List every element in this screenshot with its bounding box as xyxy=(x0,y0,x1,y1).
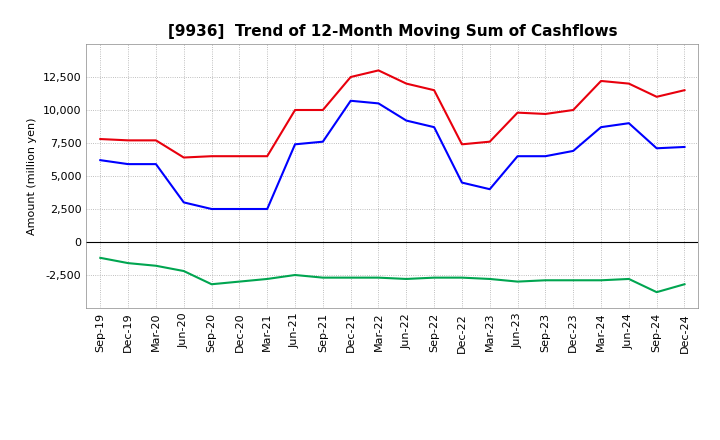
Free Cashflow xyxy=(624,121,633,126)
Free Cashflow xyxy=(402,118,410,123)
Investing Cashflow xyxy=(96,255,104,260)
Operating Cashflow xyxy=(291,107,300,113)
Free Cashflow xyxy=(207,206,216,212)
Investing Cashflow xyxy=(541,278,550,283)
Operating Cashflow xyxy=(374,68,383,73)
Free Cashflow xyxy=(652,146,661,151)
Y-axis label: Amount (million yen): Amount (million yen) xyxy=(27,117,37,235)
Title: [9936]  Trend of 12-Month Moving Sum of Cashflows: [9936] Trend of 12-Month Moving Sum of C… xyxy=(168,24,617,39)
Investing Cashflow xyxy=(430,275,438,280)
Investing Cashflow xyxy=(124,260,132,266)
Operating Cashflow xyxy=(513,110,522,115)
Free Cashflow xyxy=(680,144,689,150)
Investing Cashflow xyxy=(291,272,300,278)
Operating Cashflow xyxy=(430,88,438,93)
Operating Cashflow xyxy=(346,74,355,80)
Investing Cashflow xyxy=(152,263,161,268)
Line: Investing Cashflow: Investing Cashflow xyxy=(100,258,685,292)
Investing Cashflow xyxy=(318,275,327,280)
Investing Cashflow xyxy=(207,282,216,287)
Free Cashflow xyxy=(485,187,494,192)
Free Cashflow xyxy=(235,206,243,212)
Free Cashflow xyxy=(263,206,271,212)
Investing Cashflow xyxy=(485,276,494,282)
Investing Cashflow xyxy=(597,278,606,283)
Operating Cashflow xyxy=(597,78,606,84)
Free Cashflow xyxy=(152,161,161,167)
Free Cashflow xyxy=(513,154,522,159)
Free Cashflow xyxy=(597,125,606,130)
Investing Cashflow xyxy=(346,275,355,280)
Operating Cashflow xyxy=(652,94,661,99)
Investing Cashflow xyxy=(374,275,383,280)
Investing Cashflow xyxy=(263,276,271,282)
Operating Cashflow xyxy=(124,138,132,143)
Operating Cashflow xyxy=(263,154,271,159)
Free Cashflow xyxy=(346,98,355,103)
Operating Cashflow xyxy=(152,138,161,143)
Operating Cashflow xyxy=(541,111,550,117)
Investing Cashflow xyxy=(680,282,689,287)
Investing Cashflow xyxy=(569,278,577,283)
Investing Cashflow xyxy=(402,276,410,282)
Operating Cashflow xyxy=(179,155,188,160)
Investing Cashflow xyxy=(624,276,633,282)
Investing Cashflow xyxy=(652,290,661,295)
Operating Cashflow xyxy=(569,107,577,113)
Line: Operating Cashflow: Operating Cashflow xyxy=(100,70,685,158)
Free Cashflow xyxy=(179,200,188,205)
Operating Cashflow xyxy=(96,136,104,142)
Free Cashflow xyxy=(96,158,104,163)
Operating Cashflow xyxy=(318,107,327,113)
Operating Cashflow xyxy=(235,154,243,159)
Investing Cashflow xyxy=(513,279,522,284)
Free Cashflow xyxy=(430,125,438,130)
Free Cashflow xyxy=(291,142,300,147)
Line: Free Cashflow: Free Cashflow xyxy=(100,101,685,209)
Investing Cashflow xyxy=(235,279,243,284)
Operating Cashflow xyxy=(458,142,467,147)
Operating Cashflow xyxy=(485,139,494,144)
Free Cashflow xyxy=(318,139,327,144)
Operating Cashflow xyxy=(207,154,216,159)
Operating Cashflow xyxy=(402,81,410,86)
Free Cashflow xyxy=(569,148,577,154)
Free Cashflow xyxy=(124,161,132,167)
Free Cashflow xyxy=(374,101,383,106)
Operating Cashflow xyxy=(680,88,689,93)
Investing Cashflow xyxy=(179,268,188,274)
Operating Cashflow xyxy=(624,81,633,86)
Free Cashflow xyxy=(458,180,467,185)
Free Cashflow xyxy=(541,154,550,159)
Investing Cashflow xyxy=(458,275,467,280)
